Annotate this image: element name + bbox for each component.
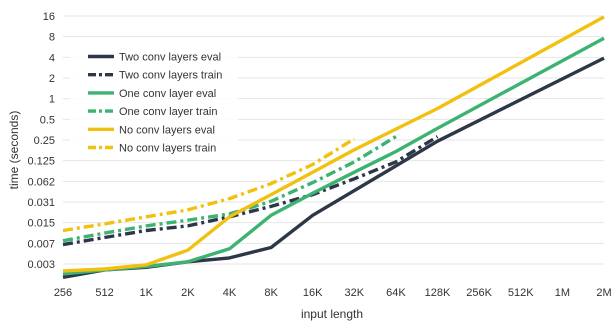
- x-tick-label: 16K: [303, 287, 323, 299]
- legend-entry: One conv layer train: [119, 106, 217, 118]
- x-tick-label: 32K: [345, 287, 365, 299]
- legend-entry: Two conv layers eval: [119, 52, 221, 64]
- series-layer: [62, 15, 605, 279]
- y-tick-label: 16: [43, 11, 55, 23]
- y-tick-label: 4: [49, 52, 55, 64]
- y-tick-label: 0.5: [40, 114, 55, 126]
- x-tick-label: 512K: [508, 287, 534, 299]
- legend-entry: One conv layer eval: [119, 88, 216, 100]
- y-tick-label: 0.125: [27, 156, 55, 168]
- legend: Two conv layers eval Two conv layers trai…: [70, 44, 238, 156]
- y-tick-label: 0.031: [27, 197, 55, 209]
- series-line-4: [62, 15, 605, 273]
- x-tick-label: 1K: [139, 287, 153, 299]
- y-tick-label: 2: [49, 73, 55, 85]
- y-tick-label: 1: [49, 94, 55, 106]
- x-tick-label: 256K: [466, 287, 492, 299]
- legend-entry: Two conv layers train: [119, 70, 222, 82]
- y-tick-label: 8: [49, 32, 55, 44]
- y-tick-labels: 16 8 4 2 1 0.5 0.25 0.125 0.062 0.031 0.015 0.007 0.…: [27, 11, 55, 271]
- x-tick-label: 128K: [425, 287, 451, 299]
- x-tick-labels: 256 512 1K 2K 4K 8K 16K 32K 64K 128K 256K 512K 1M 2M: [54, 287, 612, 299]
- x-tick-label: 2M: [596, 287, 611, 299]
- series-line-3: [62, 135, 397, 243]
- x-tick-label: 512: [95, 287, 113, 299]
- x-tick-label: 8K: [264, 287, 278, 299]
- y-tick-label: 0.003: [27, 259, 55, 271]
- x-axis-label: input length: [301, 307, 363, 321]
- x-tick-label: 64K: [386, 287, 406, 299]
- y-tick-label: 0.007: [27, 238, 55, 250]
- x-tick-label: 2K: [181, 287, 195, 299]
- x-tick-label: 4K: [223, 287, 237, 299]
- y-axis-label: time (seconds): [7, 111, 21, 190]
- legend-entry: No conv layers train: [119, 143, 216, 155]
- y-tick-label: 0.25: [34, 135, 55, 147]
- series-line-1: [62, 135, 439, 247]
- series-line-5: [62, 137, 356, 233]
- legend-entry: No conv layers eval: [119, 124, 215, 136]
- x-tick-label: 1M: [555, 287, 570, 299]
- legend-background: [70, 44, 238, 156]
- y-tick-label: 0.062: [27, 176, 55, 188]
- x-tick-label: 256: [54, 287, 72, 299]
- y-tick-label: 0.015: [27, 218, 55, 230]
